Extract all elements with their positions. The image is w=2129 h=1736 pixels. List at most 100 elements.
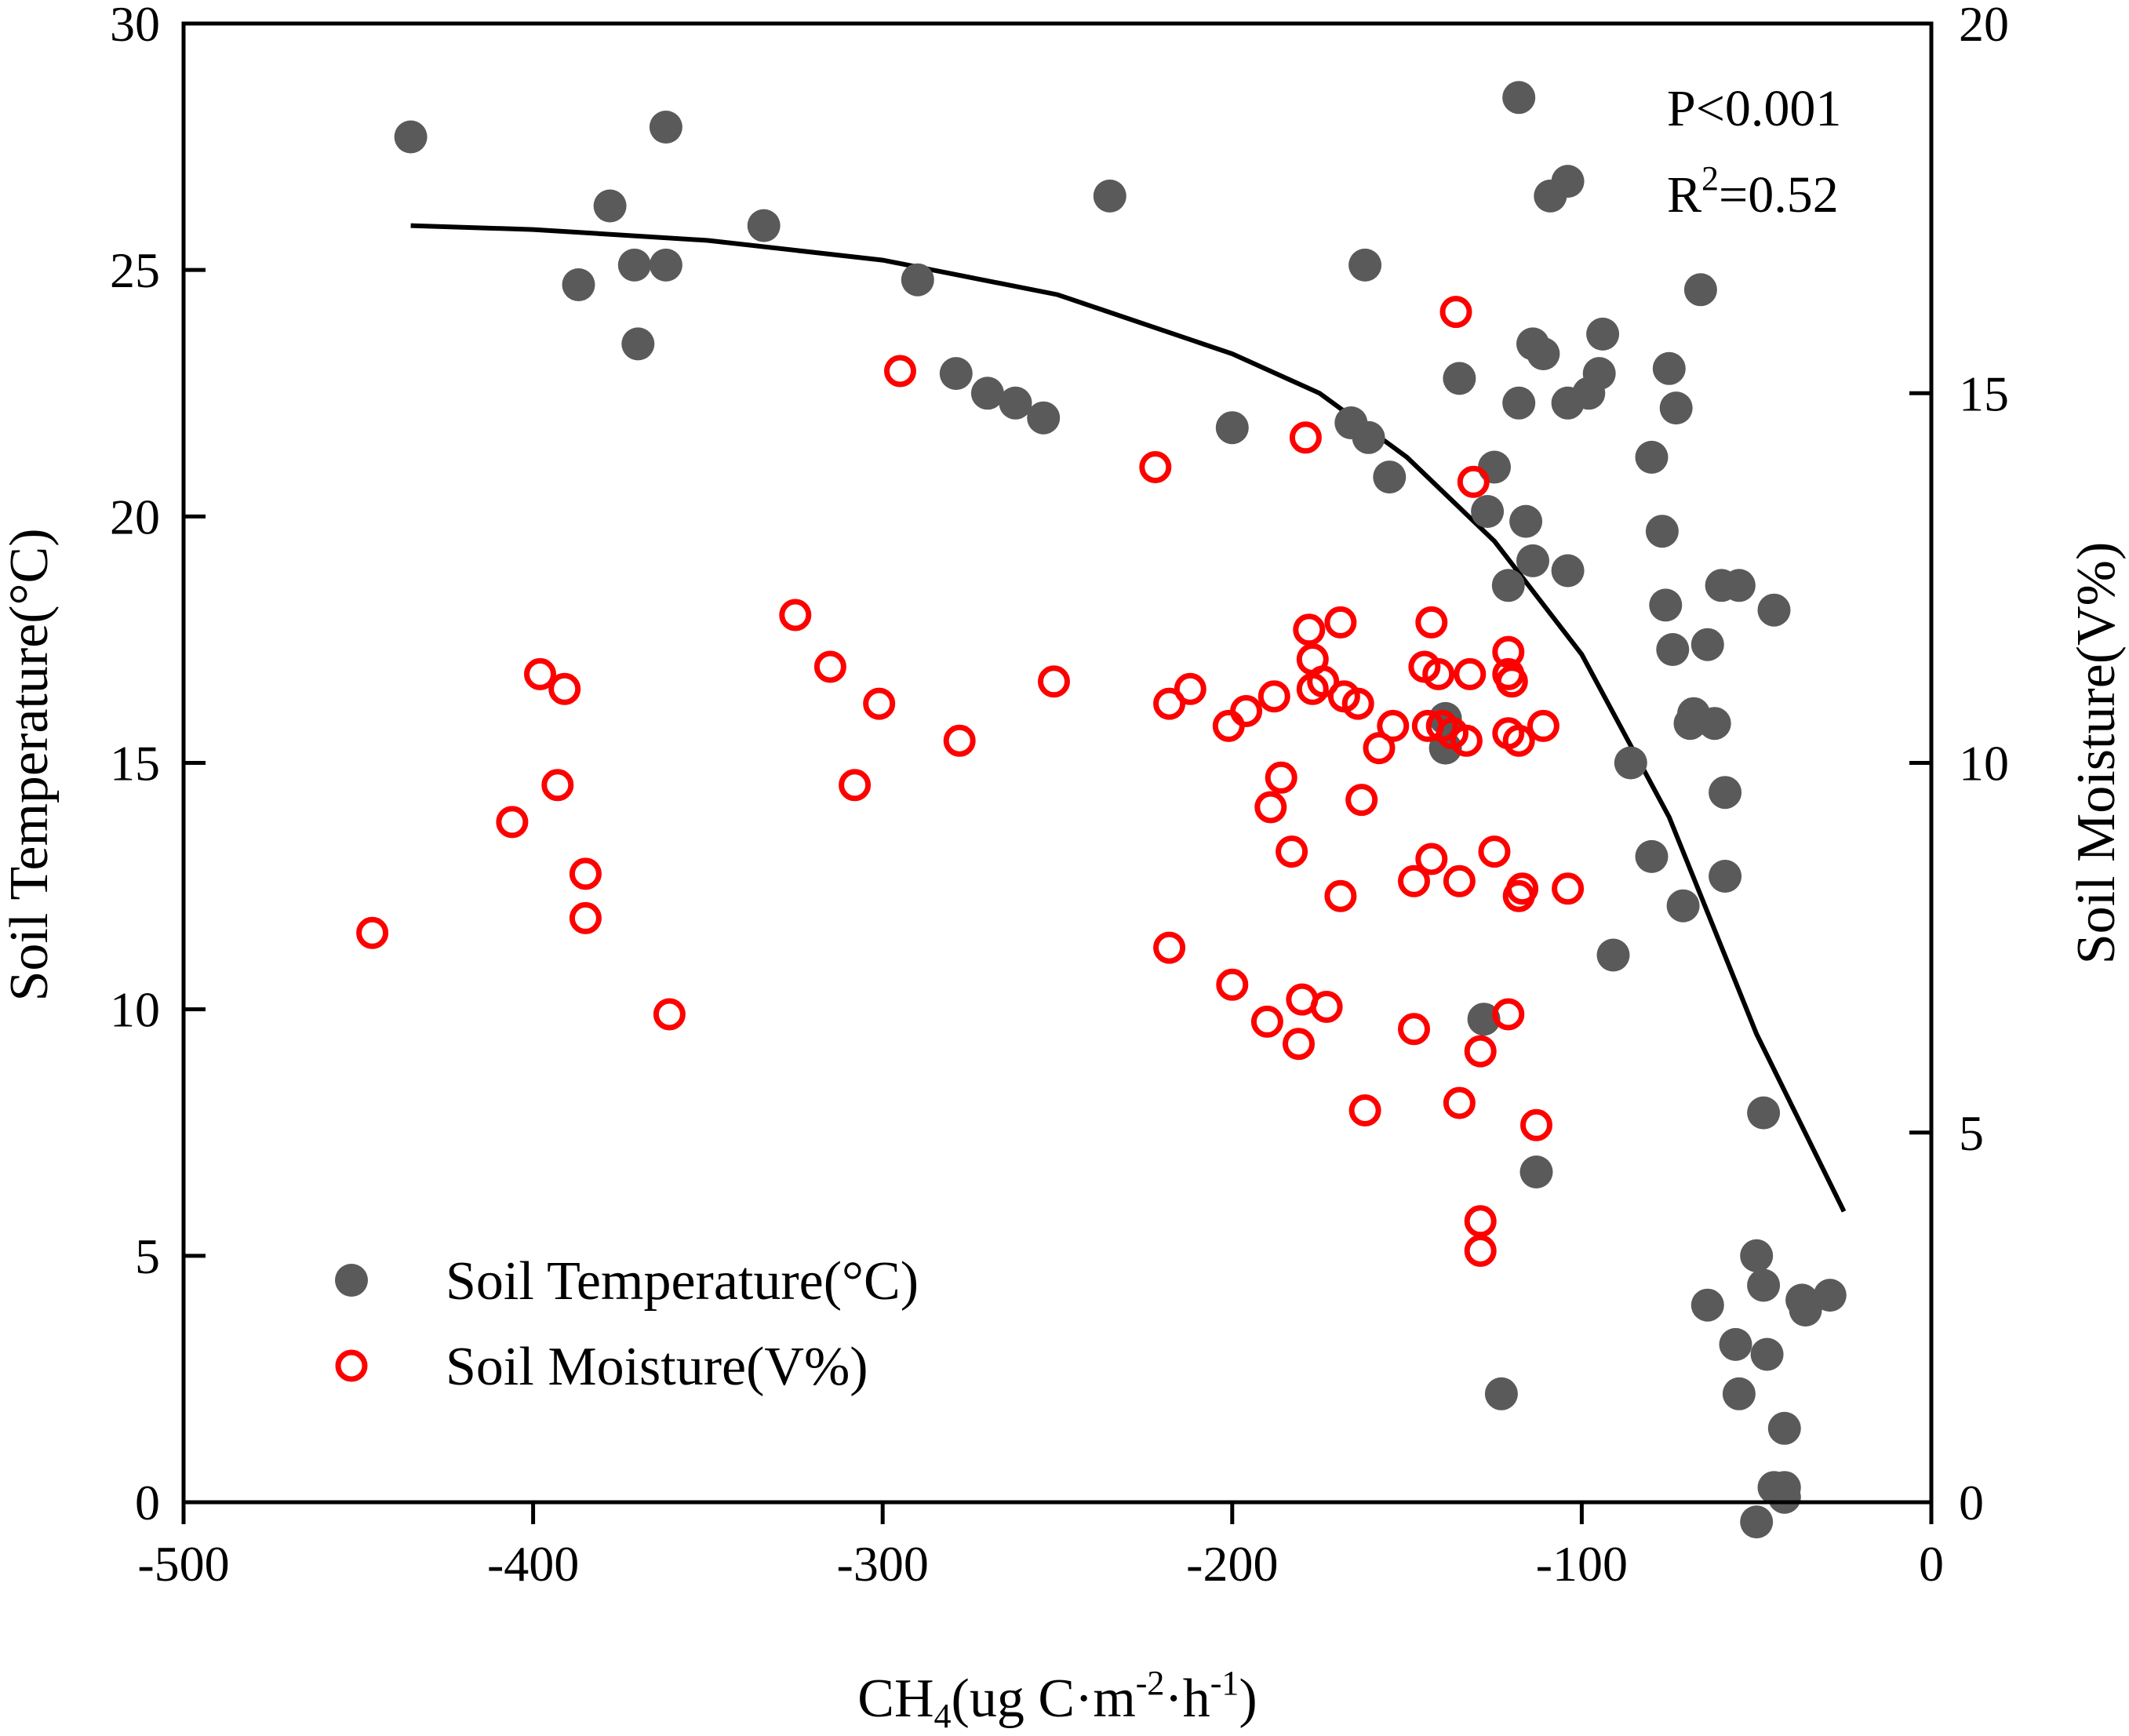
- moisture-point: [1250, 1005, 1283, 1038]
- right-y-axis-title: Soil Moisture(V%): [2066, 542, 2127, 965]
- temperature-point: [1719, 1327, 1752, 1361]
- moisture-point: [524, 657, 556, 690]
- legend-marker-moisture: [335, 1349, 368, 1382]
- moisture-point: [1443, 1086, 1476, 1119]
- temperature-point: [1709, 776, 1742, 810]
- moisture-point: [1552, 872, 1585, 905]
- temperature-point: [939, 357, 973, 391]
- temperature-point: [1666, 889, 1700, 923]
- left-y-tick-label: 25: [110, 242, 160, 298]
- moisture-point: [1439, 296, 1472, 329]
- temperature-point: [1690, 628, 1724, 661]
- x-title-units-c: ): [1239, 1669, 1257, 1729]
- temperature-point: [1471, 495, 1505, 528]
- temperature-point: [1478, 450, 1511, 484]
- moisture-point: [1464, 1235, 1497, 1267]
- legend-label-moisture: Soil Moisture(V%): [446, 1337, 868, 1397]
- moisture-point: [1038, 665, 1070, 698]
- temperature-point: [1767, 1411, 1801, 1445]
- temperature-point: [1656, 633, 1690, 666]
- moisture-point: [1254, 791, 1287, 824]
- legend-label-temperature: Soil Temperature(°C): [446, 1251, 919, 1312]
- moisture-point: [1450, 724, 1483, 757]
- temperature-point: [1534, 179, 1567, 213]
- moisture-point: [1443, 864, 1476, 897]
- moisture-point: [1520, 1108, 1552, 1141]
- moisture-point: [1454, 657, 1487, 690]
- moisture-point: [1502, 724, 1535, 757]
- r-squared-superscript: 2: [1701, 159, 1719, 198]
- temperature-point: [1516, 544, 1549, 577]
- temperature-point: [1519, 1156, 1553, 1188]
- moisture-point: [1289, 421, 1322, 454]
- right-y-tick-label: 5: [1959, 1105, 1984, 1161]
- moisture-point: [1283, 1028, 1315, 1061]
- moisture-point: [1478, 835, 1511, 868]
- moisture-point: [1257, 680, 1290, 713]
- moisture-point: [1174, 672, 1206, 705]
- temperature-point: [617, 248, 651, 282]
- left-y-tick-label: 15: [110, 736, 160, 792]
- temperature-point: [1352, 420, 1385, 454]
- r-squared-annotation: R2=0.52: [1667, 159, 1839, 224]
- temperature-point: [562, 268, 595, 301]
- temperature-point: [1789, 1294, 1822, 1327]
- temperature-point: [901, 263, 934, 297]
- moisture-point: [1527, 709, 1559, 742]
- temperature-point: [1596, 938, 1630, 972]
- left-y-tick-label: 5: [135, 1228, 160, 1284]
- p-value-annotation: P<0.001: [1667, 80, 1841, 137]
- moisture-point: [1324, 606, 1357, 639]
- right-y-tick-label: 10: [1959, 736, 2009, 792]
- x-axis-ticks: -500 -400 -300 -200 -100 0: [137, 1502, 1944, 1592]
- temperature-point: [1747, 1096, 1781, 1130]
- x-title-sup-h: -1: [1210, 1664, 1239, 1702]
- temperature-points-layer: [394, 81, 1847, 1539]
- x-tick-label: -400: [487, 1536, 579, 1592]
- moisture-point: [1422, 657, 1455, 690]
- moisture-point: [1415, 606, 1448, 639]
- x-title-units-a: (ug C·m: [952, 1669, 1136, 1729]
- x-title-sub4: 4: [934, 1697, 952, 1735]
- temperature-point: [1722, 1377, 1756, 1410]
- right-y-tick-label: 20: [1959, 0, 2009, 52]
- left-y-tick-label: 10: [110, 982, 160, 1038]
- right-y-tick-label: 0: [1959, 1475, 1984, 1530]
- temperature-point: [1502, 386, 1536, 420]
- x-tick-label: -100: [1536, 1536, 1628, 1592]
- moisture-point: [779, 599, 812, 631]
- temperature-point: [1747, 1268, 1781, 1302]
- left-y-tick-label: 0: [135, 1475, 160, 1530]
- temperature-point: [1527, 337, 1560, 370]
- right-y-tick-label: 15: [1959, 366, 2009, 421]
- temperature-point: [1740, 1239, 1774, 1272]
- moisture-point: [1310, 991, 1343, 1023]
- temperature-point: [1551, 554, 1585, 588]
- temperature-point: [1673, 707, 1707, 741]
- left-y-axis-title: Soil Temperature(°C): [0, 528, 60, 1001]
- temperature-point: [1652, 351, 1686, 385]
- r-squared-value: =0.52: [1719, 166, 1839, 224]
- moisture-point: [1398, 1013, 1430, 1046]
- temperature-point: [1509, 504, 1543, 538]
- left-y-tick-label: 30: [110, 0, 160, 52]
- moisture-point: [569, 901, 602, 934]
- moisture-point: [653, 998, 686, 1031]
- temperature-point: [999, 386, 1032, 420]
- x-axis-title: CH4(ug C·m-2·h-1): [857, 1664, 1257, 1735]
- temperature-point: [1709, 860, 1742, 893]
- temperature-point: [1757, 593, 1791, 627]
- moisture-points-layer: [356, 296, 1585, 1267]
- moisture-point: [1457, 465, 1490, 498]
- right-y-axis-ticks: 0 5 10 15 20: [1909, 0, 2009, 1530]
- moisture-point: [1492, 635, 1525, 668]
- temperature-point: [1690, 1288, 1724, 1322]
- x-title-sup-m: -2: [1136, 1664, 1165, 1702]
- moisture-point: [813, 650, 846, 683]
- temperature-point: [1635, 839, 1669, 873]
- temperature-point: [1348, 248, 1382, 282]
- moisture-point: [943, 724, 976, 757]
- temperature-point: [1740, 1505, 1774, 1539]
- temperature-point: [1659, 391, 1693, 425]
